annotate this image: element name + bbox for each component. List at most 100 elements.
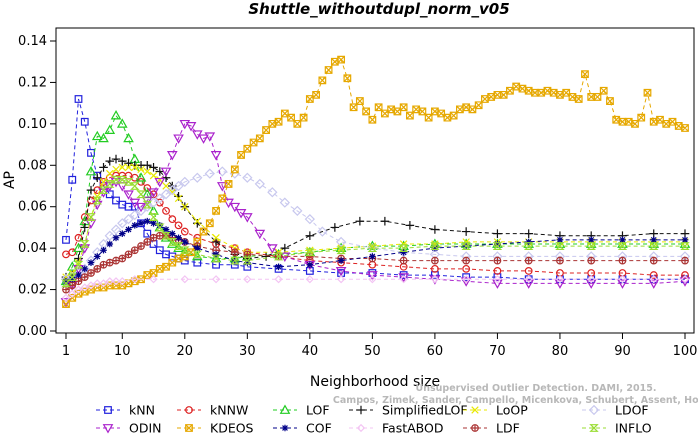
legend-label: LOF [306, 403, 330, 418]
data-point [618, 275, 627, 284]
data-point [185, 424, 193, 432]
data-point [279, 404, 291, 414]
data-point-ring [124, 250, 133, 259]
data-point [231, 248, 239, 256]
data-point [123, 190, 134, 200]
data-point [493, 229, 502, 238]
data-point [524, 229, 533, 238]
data-point [337, 257, 345, 264]
data-point [254, 229, 266, 240]
data-point [537, 88, 546, 97]
data-point [335, 267, 347, 277]
data-point [400, 248, 407, 256]
data-point [587, 275, 596, 284]
data-point [129, 209, 140, 221]
data-point [173, 134, 184, 144]
data-point-ring [462, 256, 471, 265]
data-point [474, 101, 483, 110]
x-tick-label: 50 [364, 344, 381, 359]
data-point-ring [618, 256, 627, 265]
series-layer [60, 55, 691, 308]
data-point [356, 423, 366, 433]
data-point [150, 219, 157, 227]
data-point [305, 248, 315, 257]
data-point [380, 216, 390, 226]
data-point [137, 219, 145, 227]
data-point [362, 107, 371, 116]
x-tick-label: 20 [177, 344, 194, 359]
data-point [306, 253, 314, 260]
data-point [162, 206, 170, 215]
data-point [649, 275, 658, 284]
data-point [449, 111, 458, 120]
data-point [68, 175, 77, 184]
data-point [254, 178, 265, 190]
data-point [461, 227, 471, 236]
data-point [274, 117, 283, 126]
legend-item-cof: COF [273, 421, 332, 434]
data-point [85, 165, 97, 176]
data-point [619, 236, 626, 244]
data-point [492, 279, 503, 289]
y-tick-label: 0.06 [18, 200, 47, 215]
data-point-ring [93, 264, 102, 273]
data-point [162, 182, 170, 190]
data-point [102, 424, 114, 434]
data-point [312, 90, 321, 99]
data-point [494, 240, 501, 248]
data-point [112, 196, 120, 205]
data-point [167, 238, 178, 246]
data-point [106, 259, 114, 266]
data-point [124, 163, 133, 172]
data-point [87, 148, 95, 157]
data-point [175, 234, 182, 242]
data-point [349, 103, 358, 112]
data-point [649, 117, 658, 126]
data-point [110, 110, 122, 120]
series-cof [62, 217, 689, 285]
plot-frame [55, 27, 695, 334]
data-point [335, 236, 347, 248]
y-tick-label: 0.08 [18, 158, 47, 173]
data-point [143, 271, 152, 279]
data-point [262, 126, 270, 134]
legend-item-inflo: INFLO [582, 421, 652, 434]
data-point [162, 226, 170, 233]
legend-item-knnw: kNNW [177, 403, 248, 418]
data-point [356, 405, 366, 415]
data-point [405, 221, 415, 230]
series-line [65, 158, 685, 278]
data-point [506, 86, 514, 95]
data-point [493, 275, 502, 284]
data-point [99, 163, 108, 172]
data-point [179, 176, 190, 188]
legend: kNN kNNW LOF SimplifiedLOF LoOP LDOF ODIN KDEOS… [96, 403, 652, 434]
data-point [273, 252, 284, 261]
data-point [471, 424, 479, 432]
data-point [430, 107, 439, 116]
data-point [518, 84, 527, 93]
series-inflo [61, 175, 690, 288]
data-point [168, 215, 177, 224]
data-point [181, 238, 189, 246]
legend-item-kdeos: KDEOS [177, 421, 254, 434]
data-point [524, 275, 533, 284]
legend-item-ldf: LDF [463, 421, 520, 434]
data-point [531, 88, 539, 97]
data-point [98, 186, 109, 195]
data-point-ring [137, 242, 145, 250]
data-point [105, 277, 114, 286]
data-point [681, 236, 689, 244]
data-point [430, 275, 440, 284]
data-point [168, 230, 176, 237]
data-point [499, 90, 508, 99]
data-point [471, 406, 479, 414]
data-point [224, 180, 233, 188]
data-point [87, 269, 95, 277]
data-point [137, 242, 145, 250]
data-point [91, 130, 103, 141]
data-point [106, 169, 114, 178]
data-point [92, 196, 103, 205]
data-point [317, 226, 328, 237]
data-point [167, 184, 178, 196]
